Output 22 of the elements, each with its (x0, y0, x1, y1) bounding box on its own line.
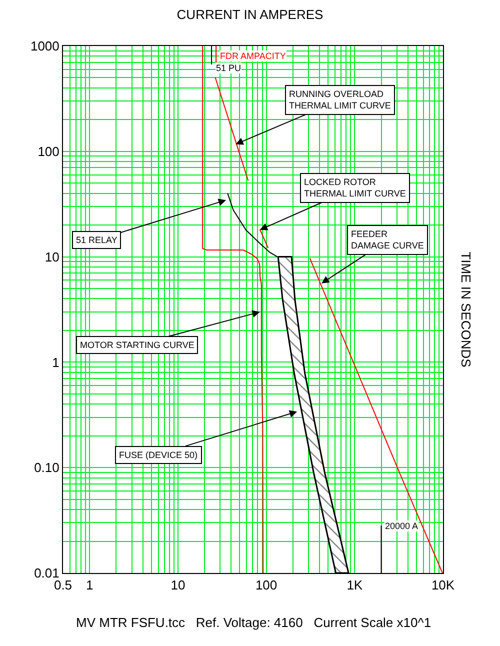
chart-title: CURRENT IN AMPERES (176, 6, 324, 22)
annotation: 51 RELAY (76, 235, 118, 245)
y-tick-label: 0.10 (34, 460, 60, 476)
x-tick-label: 1K (346, 578, 363, 593)
y-tick-label: 1000 (30, 38, 60, 54)
y-axis-title: TIME IN SECONDS (458, 252, 474, 368)
annotation: FUSE (DEVICE 50) (119, 450, 198, 460)
annotation: FEEDER DAMAGE CURVE (351, 229, 424, 251)
ref-line-label: FDR AMPACITY (220, 51, 286, 61)
x-tick-label: 10K (431, 578, 455, 593)
y-tick-label: 10 (44, 249, 60, 264)
annotation: MOTOR STARTING CURVE (80, 340, 194, 350)
x-tick-label: 1 (86, 578, 94, 593)
text: MV MTR FSFU.tcc Ref. Voltage: 4160 Current Scale x10^1 (76, 615, 432, 630)
y-tick-label: 100 (38, 144, 60, 159)
annotation: LOCKED ROTOR THERMAL LIMIT CURVE (304, 177, 406, 199)
ref-line-label: 20000 A (385, 521, 418, 531)
annotation: RUNNING OVERLOAD THERMAL LIMIT CURVE (289, 89, 391, 111)
ref-line-label: 51 PU (216, 63, 242, 73)
y-tick-label: 1 (52, 354, 60, 370)
x-tick-label: 100 (255, 578, 278, 593)
x-tick-label: 10 (170, 578, 186, 593)
